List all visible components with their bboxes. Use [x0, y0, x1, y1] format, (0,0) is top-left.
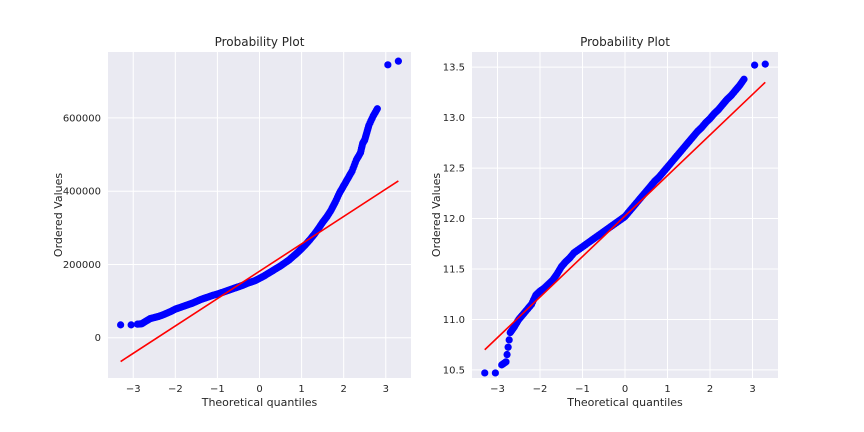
- right-y-tick-label: 13.5: [443, 63, 465, 74]
- right-x-tick-label: 1: [664, 384, 670, 395]
- left-x-axis-label: Theoretical quantiles: [201, 396, 318, 409]
- right-x-tick-label: 2: [707, 384, 713, 395]
- left-y-tick-label: 0: [95, 333, 101, 344]
- right-marks: [481, 60, 769, 377]
- left-data-point: [384, 61, 392, 69]
- right-x-axis-label: Theoretical quantiles: [566, 396, 683, 409]
- left-tick-labels: −3 −2 −1 0 1 2 3 0 200000 400000 600000: [63, 113, 389, 395]
- right-y-tick-label: 12.5: [443, 164, 465, 175]
- left-chart-title: Probability Plot: [215, 35, 305, 49]
- right-data-point: [481, 369, 489, 377]
- left-x-tick-label: −3: [126, 384, 141, 395]
- right-y-tick-label: 12.0: [443, 214, 465, 225]
- right-data-point: [504, 343, 512, 351]
- right-data-point: [503, 350, 511, 359]
- right-fit-line: [484, 81, 766, 351]
- left-data-point: [394, 57, 402, 65]
- left-data-point: [117, 321, 125, 329]
- left-y-tick-label: 400000: [63, 187, 101, 198]
- right-probability-plot: −3 −2 −1 0 1 2 3 10.5 11.0 11.5 12.0 12.5 13.0 13.5 P…: [430, 35, 778, 409]
- left-x-tick-label: 0: [256, 384, 262, 395]
- left-y-tick-label: 200000: [63, 260, 101, 271]
- right-data-point: [761, 60, 769, 68]
- right-x-tick-label: −3: [490, 384, 505, 395]
- right-tick-labels: −3 −2 −1 0 1 2 3 10.5 11.0 11.5 12.0 12.5 13.0 13.5: [443, 63, 756, 395]
- right-data-point: [740, 75, 748, 83]
- left-y-tick-label: 600000: [63, 113, 101, 124]
- left-y-axis-label: Ordered Values: [52, 173, 65, 257]
- right-x-tick-label: 3: [749, 384, 755, 395]
- right-data-point: [491, 369, 499, 377]
- right-y-tick-label: 10.5: [443, 365, 465, 376]
- left-x-tick-label: −1: [210, 384, 225, 395]
- left-data-point: [373, 105, 381, 113]
- left-x-tick-label: 2: [340, 384, 346, 395]
- right-x-tick-label: −2: [533, 384, 548, 395]
- right-x-tick-label: 0: [622, 384, 628, 395]
- right-y-tick-label: 11.5: [443, 264, 465, 275]
- left-x-tick-label: −2: [168, 384, 183, 395]
- right-y-tick-label: 13.0: [443, 113, 465, 124]
- right-data-point: [505, 336, 513, 344]
- right-y-tick-label: 11.0: [443, 315, 465, 326]
- right-x-tick-label: −1: [575, 384, 590, 395]
- left-x-tick-label: 1: [298, 384, 304, 395]
- right-data-point: [502, 358, 510, 366]
- right-chart-title: Probability Plot: [580, 35, 670, 49]
- left-probability-plot: −3 −2 −1 0 1 2 3 0 200000 400000 600000 Probabilit…: [52, 35, 411, 409]
- left-fit-line: [120, 180, 399, 363]
- right-y-axis-label: Ordered Values: [430, 173, 443, 257]
- left-data-point: [127, 321, 135, 329]
- right-data-point: [751, 61, 759, 69]
- left-x-tick-label: 3: [383, 384, 389, 395]
- left-marks: [117, 57, 402, 363]
